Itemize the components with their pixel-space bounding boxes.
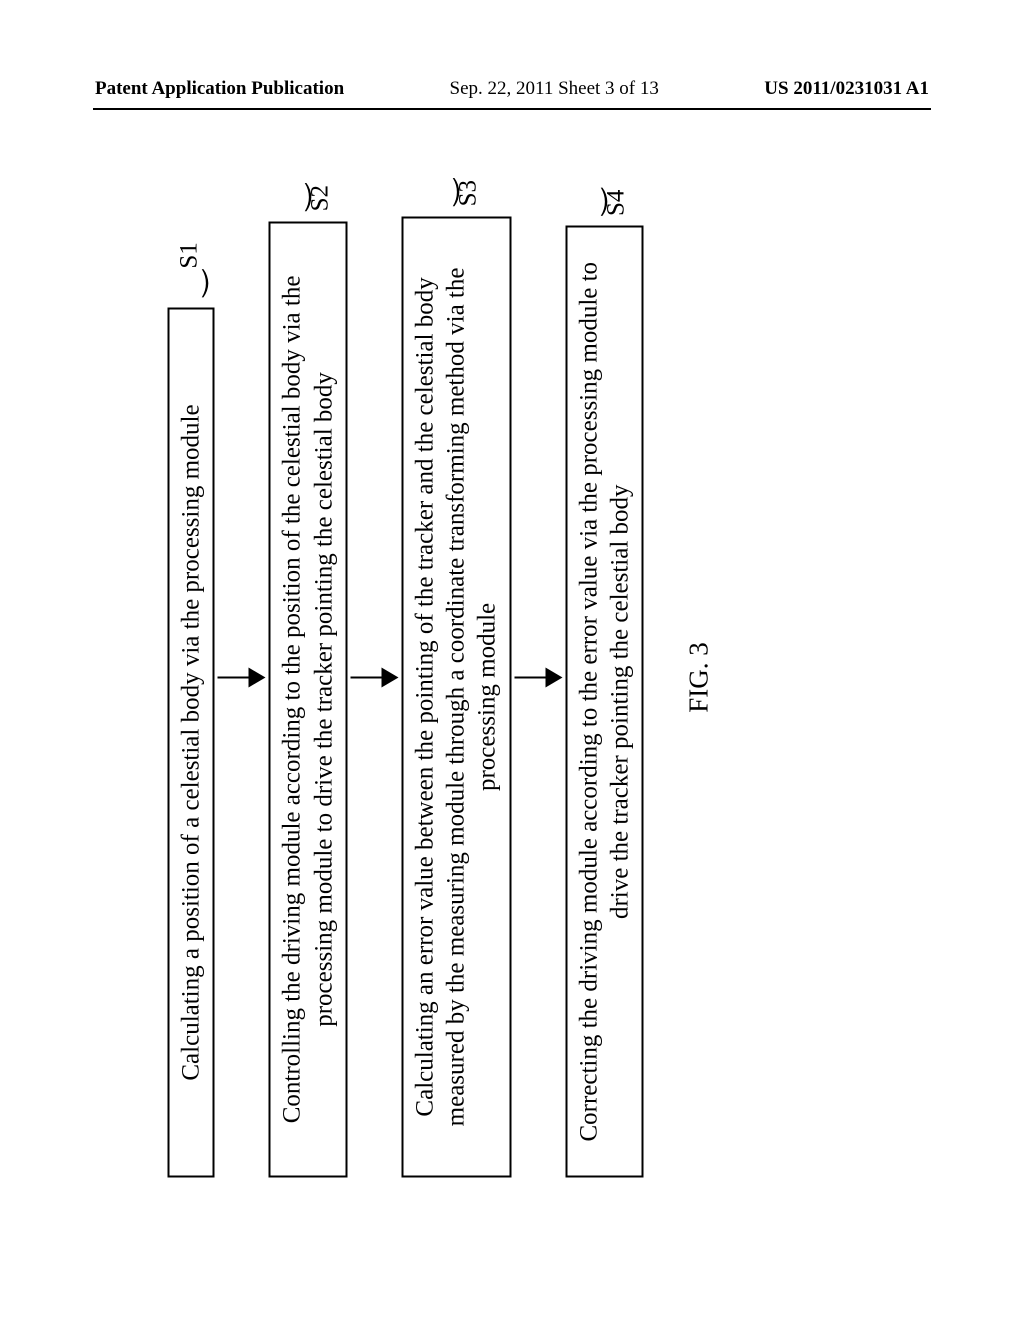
flowchart-arrow: [350, 668, 398, 688]
flowchart-arrow: [218, 668, 266, 688]
flowchart-step-row: Calculating an error value between the p…: [401, 178, 511, 1178]
figure-caption: FIG. 3: [684, 642, 715, 713]
flowchart-step-text: Correcting the driving module according …: [573, 242, 636, 1162]
header-publication-label: Patent Application Publication: [95, 78, 344, 100]
flowchart-step-label: ⏝S2: [278, 178, 334, 212]
flowchart-step-text: Calculating a position of a celestial bo…: [176, 404, 207, 1080]
arrow-line: [350, 676, 382, 679]
flowchart-step-box: Correcting the driving module according …: [565, 226, 644, 1178]
flowchart: Calculating a position of a celestial bo…: [168, 178, 715, 1178]
flowchart-step-row: Correcting the driving module according …: [565, 178, 644, 1178]
arrow-line: [218, 676, 250, 679]
flowchart-step-text: Calculating an error value between the p…: [409, 232, 503, 1161]
header-sheet-info: Sep. 22, 2011 Sheet 3 of 13: [450, 78, 659, 100]
flowchart-arrow: [514, 668, 562, 688]
arrow-head-icon: [381, 668, 398, 688]
header-divider: [93, 108, 931, 110]
flowchart-step-text: Controlling the driving module according…: [277, 237, 340, 1161]
flowchart-step-label: ⏝S3: [426, 178, 482, 207]
page-header: Patent Application Publication Sep. 22, …: [0, 78, 1024, 100]
flowchart-step-box: Calculating an error value between the p…: [401, 216, 511, 1177]
flowchart-step-box: Calculating a position of a celestial bo…: [168, 308, 215, 1178]
flowchart-step-row: Controlling the driving module according…: [269, 178, 348, 1178]
arrow-head-icon: [249, 668, 266, 688]
flowchart-step-label: ⏝S4: [574, 178, 630, 216]
flowchart-step-box: Controlling the driving module according…: [269, 221, 348, 1177]
arrow-head-icon: [545, 668, 562, 688]
flowchart-step-row: Calculating a position of a celestial bo…: [168, 178, 215, 1178]
arrow-line: [514, 676, 546, 679]
header-publication-number: US 2011/0231031 A1: [764, 78, 929, 100]
flowchart-step-label: ⏝S1: [175, 242, 203, 297]
flowchart-diagram: Calculating a position of a celestial bo…: [18, 338, 1013, 1028]
